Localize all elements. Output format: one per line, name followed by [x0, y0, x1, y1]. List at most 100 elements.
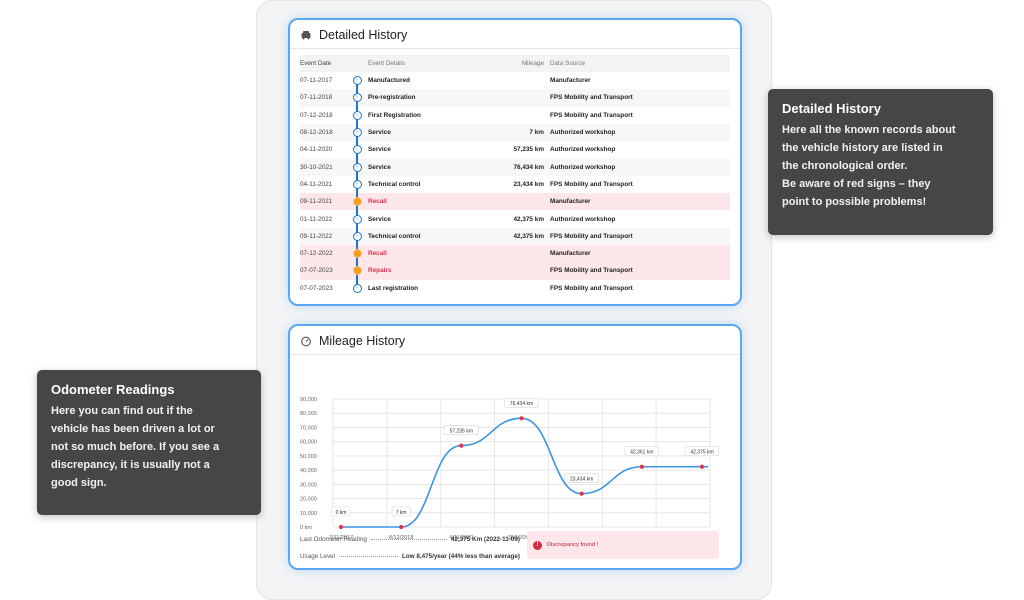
timeline-chevron-icon: ›: [352, 76, 362, 86]
alert-icon: !: [533, 540, 542, 550]
data-point: [519, 416, 524, 421]
data-label: 23,434 km: [570, 476, 593, 482]
event-date: 09-11-2022: [300, 232, 333, 240]
timeline-chevron-icon: ›: [352, 128, 362, 138]
event-details: Recall: [368, 250, 387, 258]
event-mileage: 42,375 km: [513, 232, 544, 240]
data-point: [639, 464, 644, 469]
event-source: FPS Mobility and Transport: [550, 267, 633, 275]
event-date: 07-07-2023: [300, 284, 333, 292]
timeline-chevron-icon: ›: [352, 231, 362, 241]
last-reading-label: Last Odometer Reading: [300, 536, 367, 543]
event-source: FPS Mobility and Transport: [550, 232, 633, 240]
table-row: 07-11-2018 › Pre-registration FPS Mobility …: [300, 89, 730, 107]
data-label-box: [331, 506, 351, 517]
event-source: Authorized workshop: [550, 146, 616, 154]
event-source: FPS Mobility and Transport: [550, 180, 633, 188]
x-tick-label: 8/12/2018: [389, 535, 413, 540]
data-point: [399, 524, 404, 530]
usage-level-row: Usage Level Low 8,475/year (44% less tha…: [300, 548, 520, 565]
event-source: Authorized workshop: [550, 163, 616, 171]
table-row: 07-07-2023 Repairs FPS Mobility and Transp…: [300, 262, 730, 280]
data-label-box: [504, 397, 539, 408]
y-tick-label: 0 km: [300, 525, 312, 531]
history-tooltip-text: Here all the known records about the veh…: [782, 124, 956, 208]
data-label: 7 km: [396, 510, 407, 516]
event-source: FPS Mobility and Transport: [550, 111, 633, 119]
data-label-box: [564, 473, 599, 483]
detailed-history-header: Detailed History: [290, 20, 740, 48]
data-point: [579, 491, 584, 496]
col-data-source: Data Source: [550, 60, 586, 67]
event-details: Service: [368, 163, 391, 171]
event-details: Service: [368, 146, 391, 154]
event-details: Last registration: [368, 284, 419, 292]
y-tick-label: 50,000: [300, 454, 317, 460]
warning-dot-icon: [352, 197, 362, 207]
event-date: 09-11-2021: [300, 198, 333, 206]
data-label-box: [684, 446, 720, 457]
table-row: 07-07-2023 › Last registration FPS Mobility…: [300, 279, 730, 297]
y-tick-label: 90,000: [300, 397, 317, 403]
warning-dot-icon: [352, 249, 362, 259]
data-point: [699, 464, 705, 469]
x-tick-label: 4/11/2020: [449, 535, 473, 540]
table-row: 04-11-2021 › Technical control 23,434 km FPS…: [300, 175, 730, 194]
warning-dot-icon: [352, 266, 362, 276]
event-source: Manufacturer: [550, 250, 591, 258]
history-table-header: Event Date Event Details Mileage Data So…: [300, 55, 730, 72]
event-details: Manufactured: [368, 77, 410, 85]
history-table-body: 07-11-2017 › Manufactured Manufacturer 07-11…: [300, 72, 730, 297]
odometer-tooltip-title: Odometer Readings: [51, 382, 175, 397]
y-tick-label: 80,000: [300, 411, 317, 417]
x-tick-label: 30/10/2021: [508, 535, 536, 540]
y-tick-label: 60,000: [300, 440, 317, 446]
y-tick-label: 20,000: [300, 497, 317, 503]
timeline-chevron-icon: ›: [352, 162, 362, 172]
event-source: FPS Mobility and Transport: [550, 284, 633, 292]
event-mileage: 57,235 km: [513, 146, 544, 154]
col-event-details: Event Details: [368, 60, 406, 67]
last-reading-row: Last Odometer Reading 42,375 Km (2022-11…: [300, 531, 520, 548]
event-date: 07-11-2018: [300, 94, 333, 102]
event-date: 30-10-2021: [300, 163, 333, 171]
data-label: 76,434 km: [510, 401, 533, 407]
event-date: 04-11-2021: [300, 180, 333, 188]
event-details: Pre-registration: [368, 94, 416, 102]
y-tick-label: 30,000: [300, 482, 317, 488]
odometer-tooltip: Odometer Readings Here you can find out …: [37, 370, 261, 515]
y-tick-label: 10,000: [300, 511, 317, 517]
data-label-box: [444, 425, 479, 435]
detailed-history-card: Detailed History Event Date Event Detail…: [288, 18, 742, 306]
divider: [290, 354, 740, 355]
odometer-tooltip-text: Here you can find out if the vehicle has…: [51, 405, 220, 489]
usage-level-value: Low 8,475/year (44% less than average): [402, 553, 520, 560]
data-label: 0 km: [336, 510, 347, 516]
x-tick-label: 7/11/2017: [329, 535, 353, 540]
timeline-chevron-icon: ›: [352, 283, 362, 293]
event-source: Manufacturer: [550, 77, 591, 85]
timeline-chevron-icon: ›: [352, 93, 362, 103]
event-date: 07-12-2018: [300, 111, 333, 119]
table-row: 07-11-2017 › Manufactured Manufacturer: [300, 72, 730, 90]
car-icon: [300, 29, 312, 41]
event-date: 07-12-2022: [300, 250, 333, 258]
col-mileage: Mileage: [521, 60, 544, 67]
data-label-box: [624, 446, 660, 457]
table-row: 09-11-2022 › Technical control 42,375 km FPS…: [300, 227, 730, 245]
event-source: FPS Mobility and Transport: [550, 94, 633, 102]
event-details: Service: [368, 129, 391, 137]
event-date: 07-11-2017: [300, 77, 333, 85]
mileage-history-header: Mileage History: [290, 326, 740, 354]
discrepancy-alert: ! Discrepancy found !: [527, 531, 719, 559]
table-row: 30-10-2021 › Service 76,434 km Authorized wo…: [300, 158, 730, 176]
event-date: 07-07-2023: [300, 267, 333, 275]
data-label: 42,361 km: [630, 450, 653, 456]
timeline-chevron-icon: ›: [352, 179, 362, 189]
table-row: 08-12-2018 › Service 7 km Authorized worksho…: [300, 123, 730, 142]
event-details: Technical control: [368, 232, 421, 240]
mileage-history-title: Mileage History: [319, 334, 406, 348]
table-row: 07-12-2022 Recall Manufacturer: [300, 244, 730, 263]
event-details: Technical control: [368, 180, 421, 188]
mileage-chart: 0 km 10,000 20,000 30,000 40,000 50,000 60,000…: [290, 355, 740, 540]
